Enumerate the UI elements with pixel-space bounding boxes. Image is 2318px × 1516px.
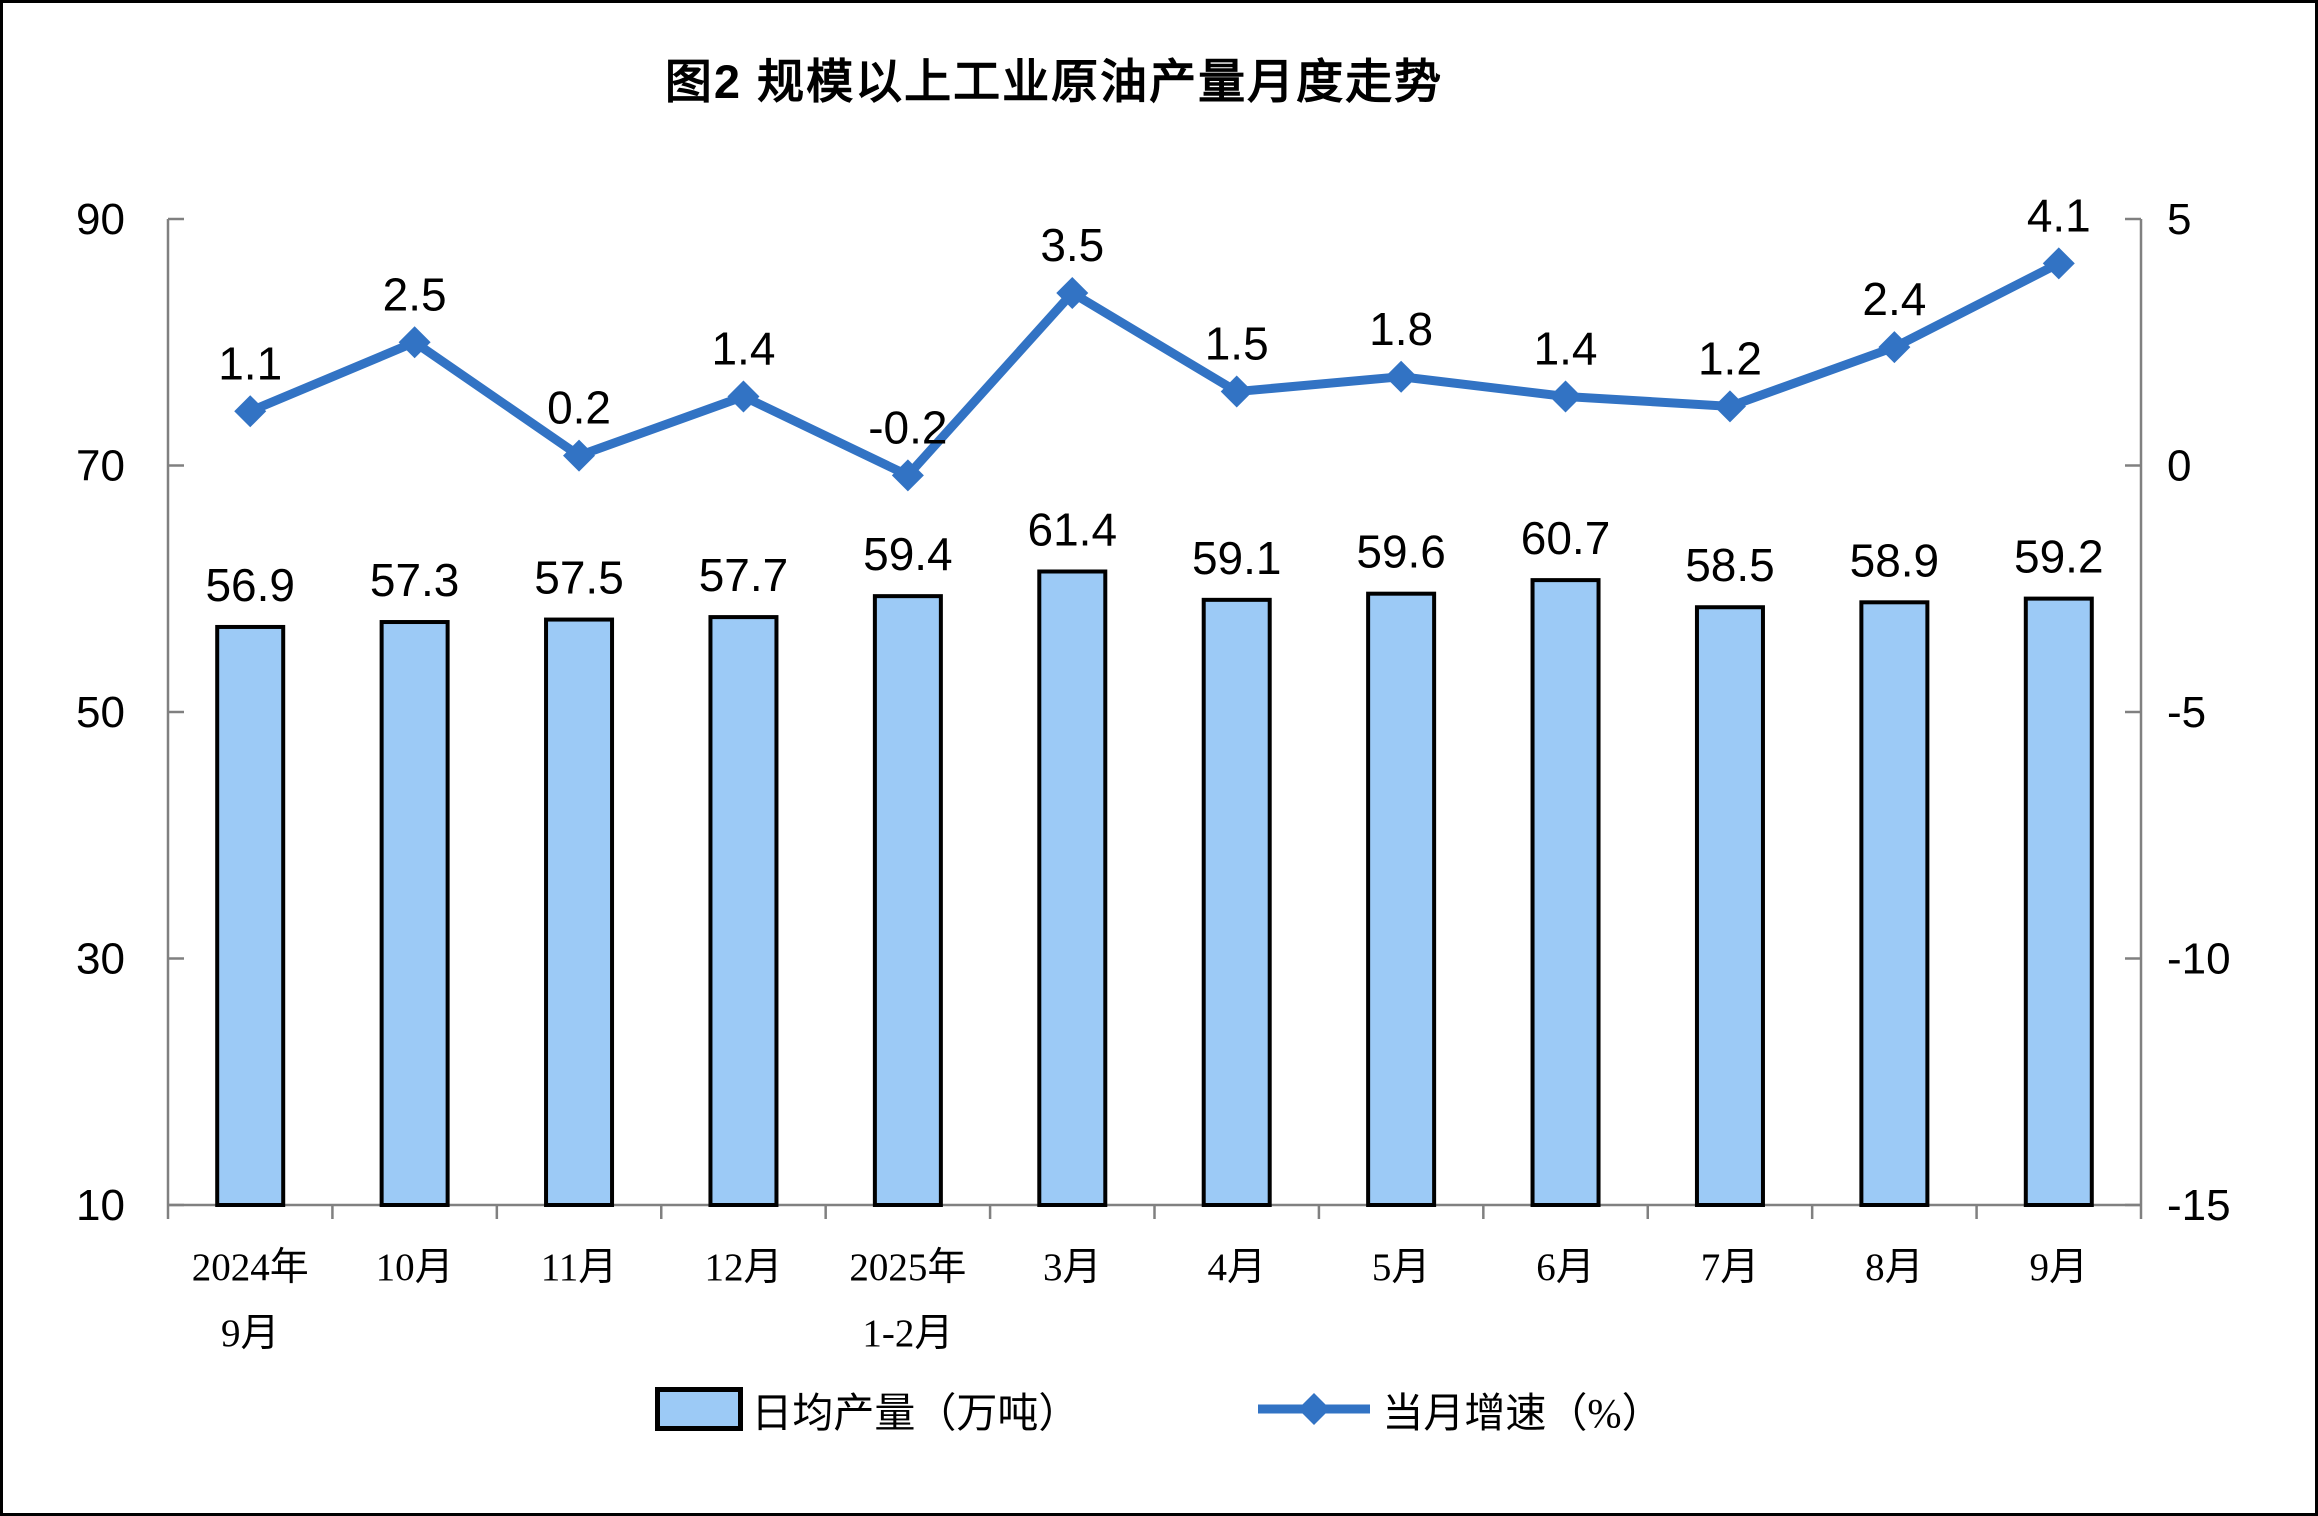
line-value-label: 2.5 xyxy=(383,268,447,320)
legend-item-line: 当月增速（%） xyxy=(1254,1379,1663,1439)
legend-bar-label: 日均产量（万吨） xyxy=(751,1390,1080,1436)
x-category-label: 8月 xyxy=(1865,1246,1924,1289)
x-category-label: 2025年 xyxy=(849,1246,966,1289)
bar-value-label: 60.7 xyxy=(1521,512,1611,564)
bar-value-label: 61.4 xyxy=(1028,503,1118,555)
bar-value-label: 59.4 xyxy=(863,528,953,580)
bar xyxy=(215,624,286,1207)
bar-value-label: 57.7 xyxy=(699,549,789,601)
bar-value-label: 58.9 xyxy=(1850,534,1940,586)
line-value-label: 1.5 xyxy=(1205,318,1269,370)
line-marker-icon xyxy=(1258,1393,1371,1425)
line-labels-group: 1.1 2.5 0.2 1.4 -0.2 3.5 1.5 1.8 1.4 1.2 2.4 4.1 xyxy=(218,189,2091,453)
bar xyxy=(1366,591,1437,1207)
bar xyxy=(872,594,943,1207)
line-value-label: 1.1 xyxy=(218,337,282,389)
diamond-marker-icon xyxy=(1056,276,1089,309)
diamond-marker-icon xyxy=(398,326,431,359)
legend-item-bar: 日均产量（万吨） xyxy=(655,1379,1079,1439)
x-category-label: 3月 xyxy=(1043,1246,1102,1289)
line-value-label: 0.2 xyxy=(547,382,611,434)
line-group xyxy=(234,247,2075,492)
line-value-label: 1.8 xyxy=(1369,303,1433,355)
bar xyxy=(379,620,450,1207)
legend: 日均产量（万吨） 当月增速（%） xyxy=(3,1379,2315,1439)
x-category-label: 7月 xyxy=(1701,1246,1760,1289)
diamond-marker-icon xyxy=(1220,375,1253,408)
bar-value-label: 56.9 xyxy=(205,559,295,611)
diamond-marker-icon xyxy=(727,380,760,413)
diamond-marker-icon xyxy=(563,439,596,472)
growth-line xyxy=(245,258,2064,480)
diamond-marker-icon xyxy=(1549,380,1582,413)
diamond-marker-icon xyxy=(1878,331,1911,364)
left-axis-tick-label: 10 xyxy=(76,1181,125,1230)
x-category-label-line2: 1-2月 xyxy=(862,1312,953,1355)
bar-labels-group: 56.9 57.3 57.5 57.7 59.4 61.4 59.1 59.6 60.7 58.5… xyxy=(205,503,2103,610)
bar xyxy=(1859,600,1930,1207)
bar xyxy=(1201,597,1272,1207)
x-category-label: 2024年 xyxy=(192,1246,309,1289)
left-axis-tick-label: 50 xyxy=(76,688,125,737)
x-category-label: 4月 xyxy=(1207,1246,1266,1289)
diamond-marker-icon xyxy=(1385,360,1418,393)
axis-labels-group: 10 30 50 70 90 -15 -10 -5 0 5 2024年 9月 10月 11月 12月 2025… xyxy=(76,195,2231,1355)
bar xyxy=(1037,569,1108,1207)
axes-group xyxy=(166,217,2143,1219)
diamond-marker-icon xyxy=(891,459,924,492)
bar-value-label: 59.6 xyxy=(1356,526,1446,578)
line-value-label: -0.2 xyxy=(868,401,947,453)
x-category-label: 11月 xyxy=(541,1246,618,1289)
bar-value-label: 59.2 xyxy=(2014,531,2104,583)
left-axis-tick-label: 30 xyxy=(76,935,125,984)
left-axis-tick-label: 70 xyxy=(76,442,125,491)
bar xyxy=(544,617,615,1207)
right-axis-tick-label: -10 xyxy=(2167,935,2231,984)
bar xyxy=(708,615,779,1207)
bar xyxy=(1694,605,1765,1207)
x-category-label: 5月 xyxy=(1372,1246,1431,1289)
bar-value-label: 58.5 xyxy=(1685,539,1775,591)
legend-line-label: 当月增速（%） xyxy=(1382,1390,1663,1436)
right-axis-tick-label: -15 xyxy=(2167,1181,2231,1230)
chart-title: 图2 规模以上工业原油产量月度走势 xyxy=(664,55,1444,108)
line-value-label: 1.4 xyxy=(711,322,775,374)
line-value-label: 2.4 xyxy=(1862,273,1926,325)
line-value-label: 1.2 xyxy=(1698,332,1762,384)
bar-swatch-icon xyxy=(655,1387,744,1431)
x-category-label: 6月 xyxy=(1536,1246,1595,1289)
chart-plot-area: 10 30 50 70 90 -15 -10 -5 0 5 2024年 9月 10月 11月 12月 2025… xyxy=(76,189,2231,1355)
x-category-label: 9月 xyxy=(2030,1246,2089,1289)
bar-value-label: 59.1 xyxy=(1192,532,1282,584)
left-axis-tick-label: 90 xyxy=(76,195,125,244)
right-axis-tick-label: 0 xyxy=(2167,442,2191,491)
line-swatch-icon xyxy=(1254,1387,1374,1431)
bar xyxy=(2023,596,2094,1207)
bar-value-label: 57.5 xyxy=(534,552,624,604)
line-value-label: 3.5 xyxy=(1040,219,1104,271)
line-value-label: 4.1 xyxy=(2027,189,2091,241)
bar xyxy=(1530,578,1601,1207)
x-category-label: 10月 xyxy=(376,1246,454,1289)
bar-value-label: 57.3 xyxy=(370,554,460,606)
right-axis-tick-label: 5 xyxy=(2167,195,2191,244)
bars-group xyxy=(215,569,2094,1207)
diamond-marker-icon xyxy=(234,395,267,428)
x-category-label-line2: 9月 xyxy=(221,1312,280,1355)
diamond-marker-icon xyxy=(2042,247,2075,280)
diamond-marker-icon xyxy=(1713,390,1746,423)
x-category-label: 12月 xyxy=(704,1246,782,1289)
right-axis-tick-label: -5 xyxy=(2167,688,2206,737)
line-value-label: 1.4 xyxy=(1534,322,1598,374)
